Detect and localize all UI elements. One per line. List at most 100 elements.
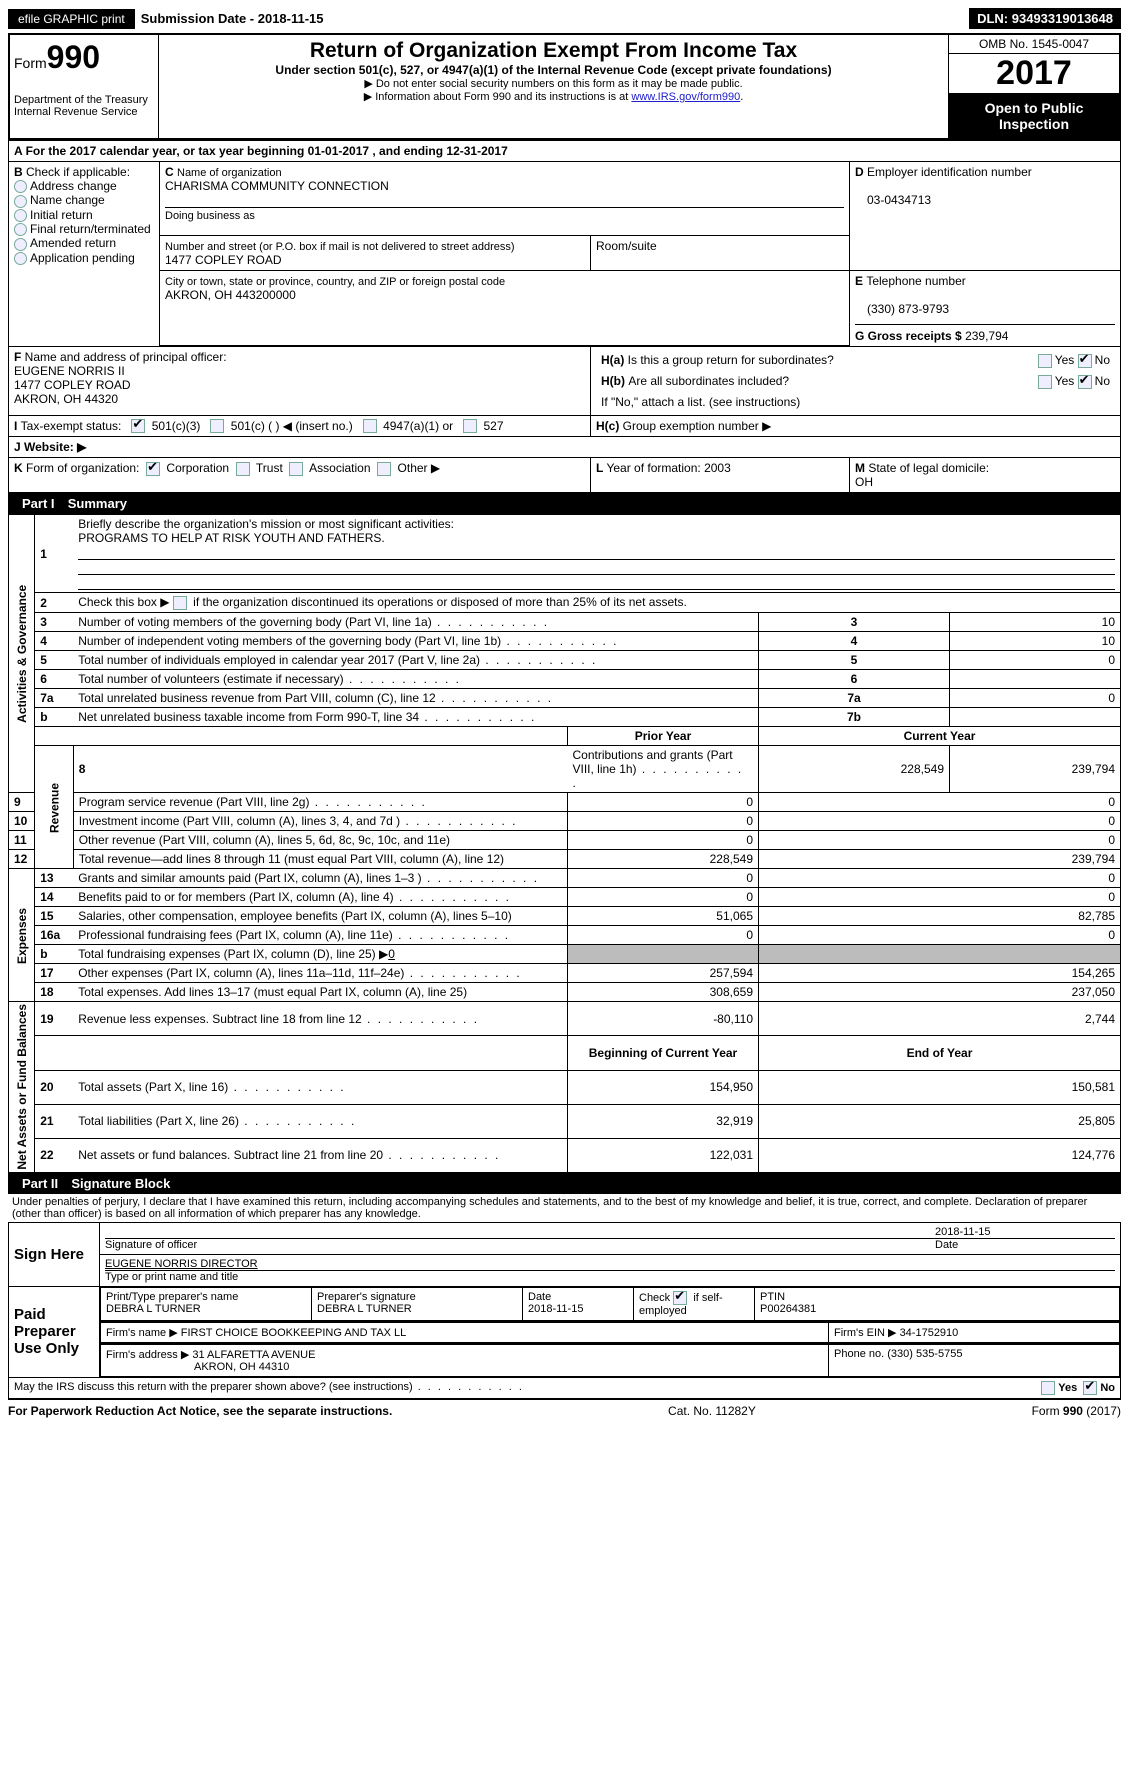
ha-yes[interactable] [1038, 354, 1052, 368]
v4: 10 [950, 632, 1121, 651]
e-label: Telephone number [866, 274, 965, 288]
page-footer: For Paperwork Reduction Act Notice, see … [8, 1399, 1121, 1418]
city-label: City or town, state or province, country… [165, 276, 505, 288]
d-label: Employer identification number [867, 165, 1032, 179]
v5: 0 [950, 651, 1121, 670]
i-label: Tax-exempt status: [21, 419, 122, 433]
irs-link[interactable]: www.IRS.gov/form990 [631, 91, 740, 103]
i-527[interactable] [463, 419, 477, 433]
ha-no[interactable] [1078, 354, 1092, 368]
part2-header: Part II Signature Block [8, 1173, 1121, 1194]
hb-label: Are all subordinates included? [628, 374, 789, 388]
b-label: Check if applicable: [26, 165, 130, 179]
k-label: Form of organization: [26, 461, 139, 475]
hc-label: Group exemption number ▶ [623, 419, 772, 433]
gross-receipts: 239,794 [965, 329, 1008, 343]
i-501c3[interactable] [131, 419, 145, 433]
hb-no[interactable] [1078, 375, 1092, 389]
app-pending-radio[interactable] [14, 252, 27, 265]
l7a: Total unrelated business revenue from Pa… [78, 691, 553, 705]
entity-info-table: A For the 2017 calendar year, or tax yea… [8, 140, 1121, 493]
l1-value: PROGRAMS TO HELP AT RISK YOUTH AND FATHE… [78, 531, 385, 545]
vtab-governance: Activities & Governance [9, 515, 35, 793]
line-a: For the 2017 calendar year, or tax year … [26, 144, 508, 158]
officer-name-sig: EUGENE NORRIS DIRECTOR [105, 1258, 258, 1270]
form-number: 990 [47, 39, 100, 75]
discuss-label: May the IRS discuss this return with the… [14, 1381, 524, 1393]
k-trust[interactable] [236, 462, 250, 476]
current-year-header: Current Year [759, 727, 1121, 746]
header-note2: ▶ Information about Form 990 and its ins… [167, 90, 940, 103]
vtab-expenses: Expenses [9, 869, 35, 1002]
officer-addr1: 1477 COPLEY ROAD [14, 378, 131, 392]
self-employed-check[interactable] [673, 1291, 687, 1305]
l6: Total number of volunteers (estimate if … [78, 672, 461, 686]
hb-note: If "No," attach a list. (see instruction… [596, 392, 1115, 412]
paid-preparer-label: Paid Preparer Use Only [9, 1286, 100, 1377]
efile-button[interactable]: efile GRAPHIC print [8, 9, 135, 29]
sig-declaration: Under penalties of perjury, I declare th… [8, 1194, 1121, 1222]
v3: 10 [950, 613, 1121, 632]
i-501c[interactable] [210, 419, 224, 433]
i-4947[interactable] [363, 419, 377, 433]
org-city: AKRON, OH 443200000 [165, 288, 296, 302]
k-other[interactable] [377, 462, 391, 476]
vtab-revenue: Revenue [35, 746, 74, 869]
dept-label: Department of the Treasury [14, 94, 154, 106]
org-name: CHARISMA COMMUNITY CONNECTION [165, 179, 389, 193]
header-note1: ▶ Do not enter social security numbers o… [167, 77, 940, 90]
k-corp[interactable] [146, 462, 160, 476]
form-title: Return of Organization Exempt From Incom… [167, 39, 940, 63]
dln-label: DLN: 93493319013648 [969, 8, 1121, 29]
footer-left: For Paperwork Reduction Act Notice, see … [8, 1404, 392, 1418]
eoy-header: End of Year [759, 1036, 1121, 1070]
f-label: Name and address of principal officer: [25, 350, 227, 364]
form-label: Form [14, 55, 47, 71]
dba-label: Doing business as [165, 207, 844, 222]
l7b: Net unrelated business taxable income fr… [78, 710, 536, 724]
l-val: 2003 [704, 461, 731, 475]
type-name-label: Type or print name and title [105, 1271, 1115, 1283]
initial-return-radio[interactable] [14, 209, 27, 222]
l1-label: Briefly describe the organization's miss… [78, 517, 454, 531]
l4: Number of independent voting members of … [78, 634, 618, 648]
phone-value: (330) 873-9793 [855, 302, 949, 316]
m-label: State of legal domicile: [868, 461, 989, 475]
sign-here-label: Sign Here [9, 1222, 100, 1286]
officer-addr2: AKRON, OH 44320 [14, 392, 118, 406]
footer-right: Form 990 (2017) [1032, 1404, 1121, 1418]
omb-number: OMB No. 1545-0047 [949, 35, 1119, 54]
form-header: Form990 Department of the Treasury Inter… [8, 33, 1121, 140]
summary-table: Activities & Governance 1 Briefly descri… [8, 514, 1121, 1172]
sig-officer-label: Signature of officer [105, 1239, 935, 1251]
irs-label: Internal Revenue Service [14, 106, 154, 118]
m-val: OH [855, 475, 873, 489]
l3: Number of voting members of the governin… [78, 615, 549, 629]
final-return-radio[interactable] [14, 223, 27, 236]
room-label: Room/suite [591, 236, 850, 271]
l-label: Year of formation: [606, 461, 704, 475]
boy-header: Beginning of Current Year [568, 1036, 759, 1070]
ha-label: Is this a group return for subordinates? [628, 353, 834, 367]
top-bar: efile GRAPHIC print Submission Date - 20… [8, 8, 1121, 29]
hb-yes[interactable] [1038, 375, 1052, 389]
form-subtitle: Under section 501(c), 527, or 4947(a)(1)… [167, 63, 940, 77]
l2-checkbox[interactable] [173, 596, 187, 610]
discuss-no[interactable] [1083, 1381, 1097, 1395]
k-assoc[interactable] [289, 462, 303, 476]
submission-label: Submission Date - 2018-11-15 [141, 11, 324, 26]
name-change-radio[interactable] [14, 195, 27, 208]
part1-header: Part I Summary [8, 493, 1121, 514]
vtab-netassets: Net Assets or Fund Balances [9, 1002, 35, 1173]
officer-name: EUGENE NORRIS II [14, 364, 125, 378]
footer-mid: Cat. No. 11282Y [668, 1404, 756, 1418]
addr-label: Number and street (or P.O. box if mail i… [165, 241, 515, 253]
g-label: G Gross receipts $ [855, 329, 965, 343]
l5: Total number of individuals employed in … [78, 653, 597, 667]
open-public-label: Open to Public Inspection [949, 94, 1119, 138]
addr-change-radio[interactable] [14, 180, 27, 193]
j-label: Website: ▶ [24, 440, 86, 454]
amended-radio[interactable] [14, 238, 27, 251]
v7a: 0 [950, 689, 1121, 708]
discuss-yes[interactable] [1041, 1381, 1055, 1395]
